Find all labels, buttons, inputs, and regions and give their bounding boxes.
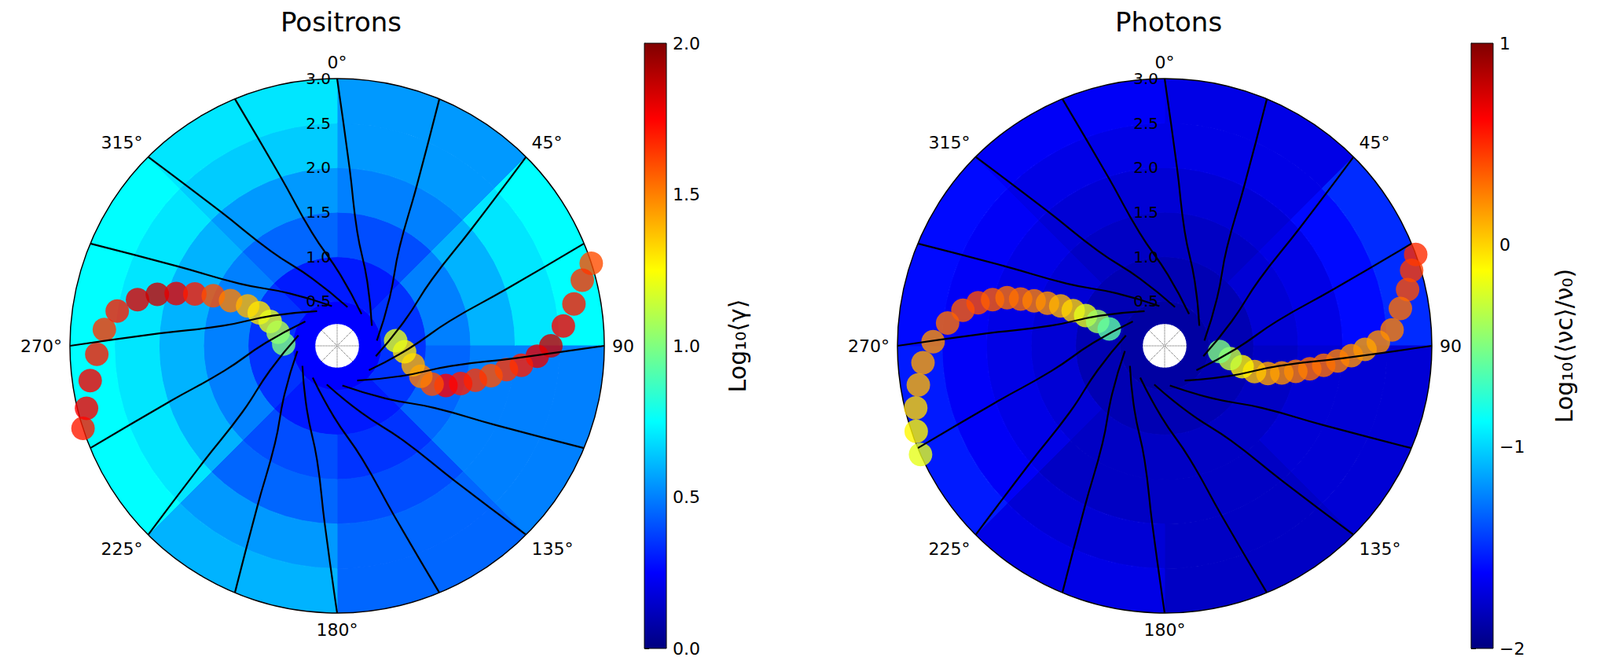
svg-text:1.5: 1.5 — [672, 184, 701, 205]
svg-text:45°: 45° — [1358, 132, 1390, 153]
svg-text:3.0: 3.0 — [305, 69, 331, 89]
svg-text:0°: 0° — [1154, 52, 1175, 72]
svg-text:315°: 315° — [928, 132, 971, 153]
svg-text:180°: 180° — [1144, 620, 1186, 640]
svg-text:1.5: 1.5 — [305, 202, 331, 222]
svg-text:3.0: 3.0 — [1133, 69, 1159, 89]
svg-text:225°: 225° — [101, 539, 144, 559]
svg-text:Log₁₀(⟨νc⟩/ν₀): Log₁₀(⟨νc⟩/ν₀) — [1550, 268, 1578, 424]
svg-text:2.5: 2.5 — [1133, 113, 1159, 133]
svg-text:45°: 45° — [531, 132, 562, 153]
svg-text:1.5: 1.5 — [1133, 202, 1159, 222]
svg-text:2.5: 2.5 — [305, 113, 331, 133]
svg-text:90: 90 — [1439, 336, 1462, 356]
svg-text:0.0: 0.0 — [672, 638, 701, 659]
svg-text:−1: −1 — [1499, 436, 1525, 457]
svg-text:315°: 315° — [101, 132, 144, 153]
svg-text:−2: −2 — [1499, 638, 1525, 659]
svg-text:2.0: 2.0 — [672, 33, 701, 54]
svg-text:Photons: Photons — [1115, 6, 1223, 38]
svg-text:90: 90 — [612, 336, 635, 356]
svg-text:1.0: 1.0 — [672, 336, 701, 356]
svg-text:Positrons: Positrons — [280, 6, 402, 38]
svg-text:135°: 135° — [1358, 539, 1401, 559]
svg-text:1.0: 1.0 — [305, 247, 331, 267]
svg-text:270°: 270° — [20, 336, 63, 356]
svg-text:135°: 135° — [531, 539, 573, 559]
svg-text:270°: 270° — [847, 336, 890, 356]
svg-text:Log₁₀⟨γ⟩: Log₁₀⟨γ⟩ — [723, 299, 752, 393]
svg-text:2.0: 2.0 — [305, 157, 331, 177]
svg-text:0: 0 — [1499, 234, 1511, 255]
svg-text:2.0: 2.0 — [1133, 157, 1159, 177]
svg-text:180°: 180° — [316, 620, 359, 640]
svg-text:225°: 225° — [928, 539, 971, 559]
svg-text:0.5: 0.5 — [1133, 291, 1159, 311]
svg-text:0.5: 0.5 — [672, 487, 701, 507]
svg-text:1: 1 — [1499, 33, 1511, 54]
svg-text:0.5: 0.5 — [305, 291, 331, 311]
svg-text:1.0: 1.0 — [1133, 247, 1159, 267]
svg-text:0°: 0° — [327, 52, 347, 72]
